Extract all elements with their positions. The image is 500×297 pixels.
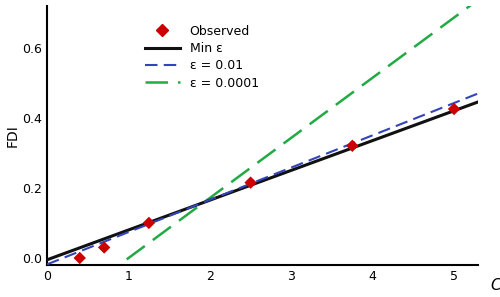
Point [76, 256, 84, 260]
Point [348, 143, 356, 148]
X-axis label: C: C [490, 278, 500, 293]
Point [246, 180, 254, 185]
Y-axis label: FDI: FDI [6, 124, 20, 147]
Point [450, 107, 458, 111]
Legend: Observed, Min ε, ε = 0.01, ε = 0.0001: Observed, Min ε, ε = 0.01, ε = 0.0001 [140, 20, 264, 95]
Point [145, 221, 153, 225]
Point [100, 245, 108, 250]
